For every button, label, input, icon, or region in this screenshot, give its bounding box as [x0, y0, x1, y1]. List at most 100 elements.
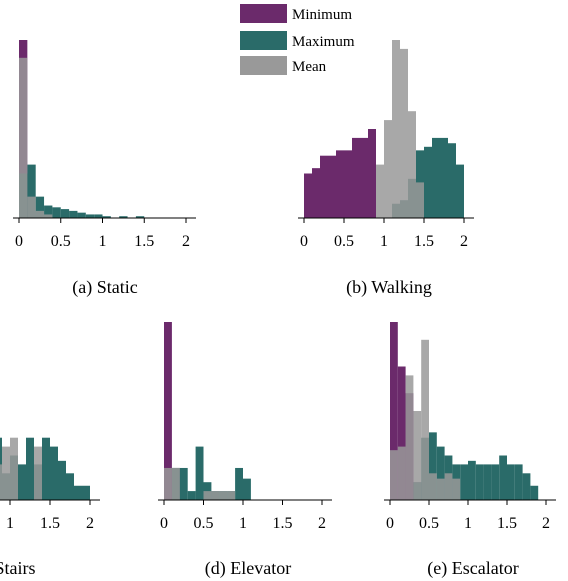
bar-maximum-10 [74, 485, 82, 500]
bar-maximum-12 [507, 464, 515, 500]
bar-maximum-7 [468, 460, 476, 500]
bar-maximum-15 [530, 485, 539, 500]
x-tick-label: 1.5 [273, 515, 293, 532]
panel-caption: (e) Escalator [427, 558, 518, 579]
legend: Minimum Maximum Mean [240, 4, 355, 75]
bar-minimum-6 [352, 137, 360, 218]
x-tick-label: 1 [99, 233, 107, 250]
x-tick-label: 0 [300, 233, 308, 250]
x-tick-label: 2 [318, 515, 326, 532]
bar-minimum-0 [390, 322, 398, 500]
x-tick-label: 1 [464, 515, 472, 532]
bar-maximum-6 [440, 137, 448, 218]
bar-maximum-5 [432, 137, 440, 218]
bar-maximum-3 [44, 205, 53, 218]
bar-maximum-11 [82, 485, 90, 500]
bar-mean-3 [34, 446, 42, 500]
bar-mean-5 [416, 182, 424, 218]
bar-minimum-8 [368, 129, 376, 218]
bar-maximum-10 [491, 464, 500, 500]
bar-minimum-1 [397, 366, 406, 500]
bar-mean-4 [219, 491, 228, 500]
bar-maximum-2 [187, 491, 196, 500]
bar-mean-3 [400, 48, 408, 219]
bar-mean-5 [429, 473, 437, 500]
bar-maximum-1 [179, 467, 188, 500]
bar-maximum-8 [235, 467, 243, 500]
bar-maximum-3 [195, 446, 204, 500]
bar-mean-1 [171, 467, 180, 500]
bar-maximum-1 [27, 164, 36, 218]
x-tick-label: 0 [386, 515, 394, 532]
panel-caption: (a) Static [72, 277, 137, 298]
legend-label-mean: Mean [292, 59, 327, 75]
bar-maximum-3 [18, 464, 26, 500]
bar-maximum-8 [85, 214, 95, 218]
x-tick-label: 1.5 [40, 515, 60, 532]
bar-mean-0 [376, 164, 384, 218]
bar-maximum-14 [522, 473, 531, 500]
bar-maximum-2 [35, 196, 45, 218]
bar-mean-2 [35, 210, 45, 218]
bar-mean-3 [413, 411, 422, 500]
bar-mean-1 [397, 446, 406, 500]
bar-mean-1 [384, 120, 392, 218]
bar-minimum-3 [328, 155, 336, 218]
bar-mean-2 [10, 437, 18, 500]
x-tick-label: 1 [239, 515, 247, 532]
histogram-panel-1: 0 0.5 1 1.5 2 (a) Static [13, 40, 196, 298]
bar-maximum-9 [66, 473, 74, 500]
bar-minimum-1 [312, 168, 320, 218]
bar-maximum-6 [69, 210, 78, 218]
bar-mean-6 [436, 478, 445, 500]
x-tick-label: 0 [15, 233, 23, 250]
bar-minimum-7 [360, 137, 368, 218]
bar-mean-7 [444, 473, 453, 500]
bar-mean-8 [452, 478, 461, 500]
bar-maximum-9 [94, 214, 103, 218]
bar-maximum-9 [483, 464, 492, 500]
legend-swatch-maximum [240, 31, 287, 50]
bar-maximum-7 [50, 446, 58, 500]
bar-mean-3 [44, 214, 53, 218]
x-tick-label: 1 [380, 233, 388, 250]
x-tick-label: 1 [6, 515, 14, 532]
bar-mean-2 [392, 40, 400, 218]
bar-maximum-8 [58, 460, 66, 500]
x-tick-label: 2 [86, 515, 94, 532]
x-tick-label: 2 [182, 233, 190, 250]
x-tick-label: 1.5 [414, 233, 434, 250]
bar-mean-4 [421, 339, 429, 500]
legend-swatch-mean [240, 56, 287, 75]
bar-mean-4 [408, 111, 416, 218]
bar-mean-2 [203, 491, 212, 500]
histogram-panel-4: 0 0.5 1 1.5 2 (d) Elevator [158, 322, 332, 579]
bar-maximum-11 [119, 216, 128, 218]
x-tick-label: 1.5 [497, 515, 517, 532]
legend-label-minimum: Minimum [292, 7, 352, 23]
bar-maximum-11 [499, 455, 507, 500]
bar-maximum-7 [448, 143, 456, 218]
bar-maximum-8 [456, 164, 464, 218]
legend-label-maximum: Maximum [292, 34, 355, 50]
x-tick-label: 0.5 [194, 515, 214, 532]
panel-caption: (d) Elevator [205, 558, 291, 579]
bar-maximum-13 [514, 464, 523, 500]
bar-maximum-4 [424, 146, 432, 218]
x-tick-label: 2 [460, 233, 468, 250]
bar-minimum-0 [164, 322, 172, 500]
bar-maximum-7 [77, 212, 86, 218]
x-tick-label: 1.5 [134, 233, 154, 250]
histogram-panel-3: 1 1.5 2 Stairs [0, 437, 100, 578]
histogram-panel-2: 0 0.5 1 1.5 2 (b) Walking [298, 40, 474, 298]
bar-minimum-5 [344, 150, 352, 218]
bar-mean-0 [0, 464, 2, 500]
bar-mean-1 [2, 446, 10, 500]
bar-mean-0 [390, 450, 398, 500]
bar-mean-3 [211, 491, 220, 500]
bar-minimum-4 [336, 150, 344, 218]
bar-maximum-10 [102, 216, 111, 218]
x-tick-label: 2 [542, 515, 550, 532]
x-tick-label: 0 [160, 515, 168, 532]
